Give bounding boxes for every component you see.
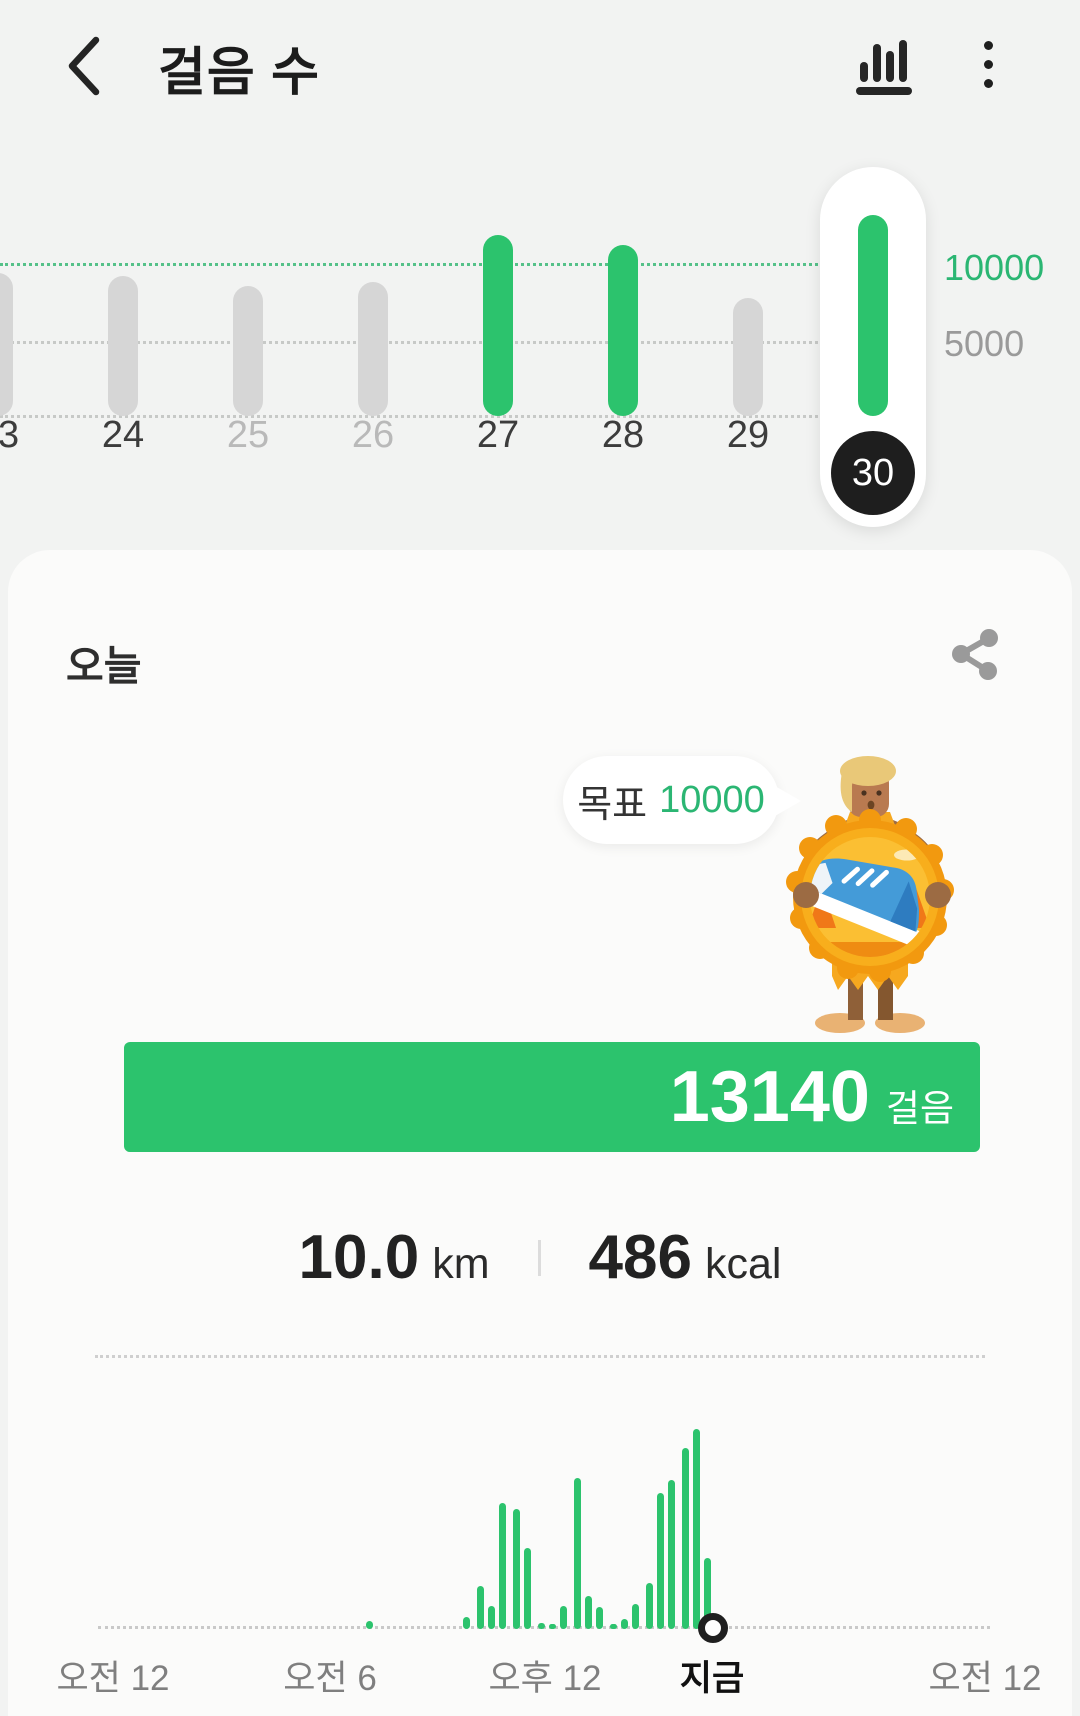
weekly-day-label[interactable]: 28 [601,414,645,456]
hourly-bar [693,1429,700,1629]
weekly-bar-day-26[interactable] [358,282,388,416]
time-tick: 오전 12 [928,1659,1042,1698]
steps-progress-bar: 13140 걸음 [124,1042,980,1152]
hourly-bar [463,1617,470,1629]
hourly-bar [513,1509,520,1629]
weekly-day-label[interactable]: 24 [101,414,145,456]
hourly-bar [704,1558,711,1629]
y-axis-half-label: 5000 [944,323,1025,364]
goal-bubble-value: 10000 [659,778,765,821]
hourly-bar [574,1478,581,1629]
hourly-bar [657,1493,664,1629]
time-tick-now: 지금 [679,1659,745,1698]
hourly-bar [646,1583,653,1629]
steps-unit: 걸음 [885,1088,954,1129]
today-card-title: 오늘 [66,643,142,689]
weekly-day-label[interactable]: 27 [476,414,520,456]
weekly-bar-day-23[interactable] [0,273,13,416]
weekly-day-label[interactable]: 25 [226,414,270,456]
goal-bubble: 목표 10000 [563,756,779,844]
step-mascot-illustration [786,756,954,1033]
hourly-bar [668,1480,675,1629]
goal-gridline-10000 [0,263,818,266]
page-title: 걸음 수 [158,44,320,102]
hourly-bar [632,1604,639,1629]
distance-unit: km [432,1240,490,1288]
back-chevron-icon [68,36,100,96]
goal-bubble-prefix: 목표 [577,783,648,826]
hourly-bar [585,1596,592,1629]
more-options-button[interactable] [964,34,1012,94]
now-marker [698,1613,728,1643]
distance-value: 10.0 [298,1223,420,1292]
weekly-bar-day-25[interactable] [233,286,263,416]
weekly-day-label[interactable]: 26 [351,414,395,456]
hourly-bar [477,1586,484,1629]
bar-chart-icon [856,40,912,95]
gridline-baseline [0,415,818,418]
back-button[interactable] [60,34,112,98]
time-tick: 오전 6 [283,1659,377,1698]
calories-value: 486 [588,1223,692,1292]
y-axis-goal-label: 10000 [944,247,1045,288]
share-icon [952,629,998,680]
weekly-bar-day-29[interactable] [733,298,763,416]
weekly-bar-day-27[interactable] [483,235,513,416]
weekly-bar-day-30[interactable] [858,215,888,416]
hourly-bar [499,1503,506,1629]
hourly-bar [621,1619,628,1629]
hourly-bar [610,1624,617,1629]
dashed-separator [95,1355,985,1358]
weekly-bar-day-28[interactable] [608,245,638,416]
stats-divider [537,1239,541,1276]
selected-day-badge[interactable]: 30 [831,431,915,515]
share-button[interactable] [938,618,1012,694]
hourly-bar [560,1606,567,1629]
hourly-bar [524,1548,531,1629]
time-tick: 오전 12 [56,1659,170,1698]
weekly-day-label[interactable]: 23 [0,414,20,456]
weekly-bar-day-24[interactable] [108,276,138,416]
hourly-bar [488,1606,495,1629]
calories-unit: kcal [704,1240,782,1288]
gridline-5000 [0,341,818,344]
time-tick: 오후 12 [488,1659,602,1698]
hourly-bar [538,1623,545,1629]
goal-bubble-tail [775,786,801,816]
hourly-bar [549,1624,556,1629]
weekly-day-label[interactable]: 29 [726,414,770,456]
today-stats-row: 10.0 km 486 kcal [0,1222,1080,1293]
more-dots-icon [983,40,993,50]
hourly-bar [682,1448,689,1629]
steps-value: 13140 [669,1057,870,1137]
hourly-bar [366,1621,373,1629]
hourly-bar [596,1607,603,1629]
bar-chart-view-button[interactable] [850,32,922,100]
